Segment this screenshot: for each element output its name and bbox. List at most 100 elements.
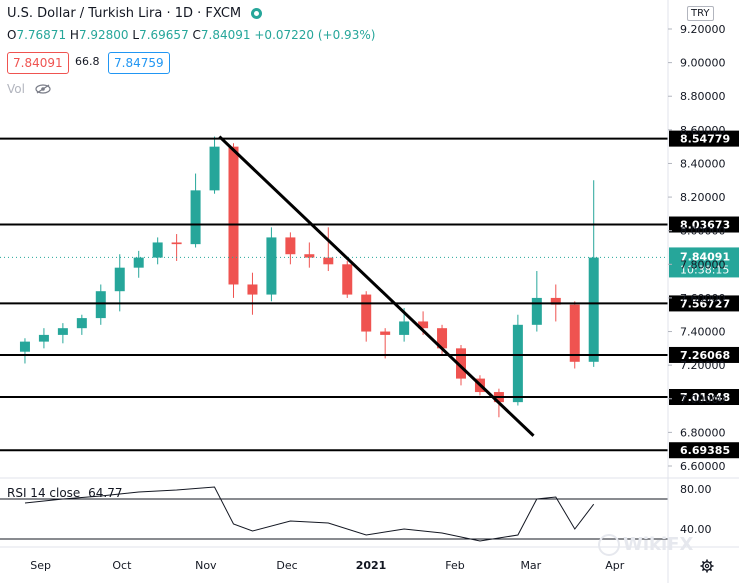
- candle-body: [171, 242, 182, 245]
- candle-body: [531, 297, 542, 325]
- candle-body: [456, 348, 466, 379]
- eye-hidden-icon[interactable]: [35, 83, 51, 97]
- price-tick-label: 8.40000: [680, 157, 726, 170]
- candle-body: [38, 334, 49, 342]
- candle-body: [114, 267, 125, 292]
- interval-label: 1D: [174, 6, 193, 21]
- level-price-label: 6.69385: [680, 444, 730, 457]
- watermark: WikiFX: [598, 534, 693, 556]
- settings-gear-icon[interactable]: [700, 558, 714, 573]
- time-tick-label: 2021: [356, 559, 387, 572]
- level-price-label: 8.03673: [680, 219, 730, 232]
- candle-body: [437, 328, 448, 349]
- candle-body: [19, 341, 30, 352]
- trendline[interactable]: [218, 135, 535, 437]
- candle-body: [95, 291, 106, 319]
- volume-legend[interactable]: Vol: [7, 82, 51, 97]
- price-tick-label: 9.20000: [680, 23, 726, 36]
- candle-body: [209, 146, 220, 191]
- level-price-label: 7.01048: [680, 391, 730, 404]
- time-tick-label: Oct: [112, 559, 132, 572]
- rsi-line: [24, 486, 595, 542]
- price-tick-label: 6.80000: [680, 426, 726, 439]
- watermark-logo-icon: [598, 534, 620, 556]
- current-price-label: 7.84091: [680, 250, 730, 263]
- rsi-legend[interactable]: RSI 14 close 64.77: [7, 486, 123, 500]
- currency-tag[interactable]: TRY: [687, 6, 714, 21]
- candle-body: [361, 294, 372, 332]
- ohlc-readout: O7.76871 H7.92800 L7.69657 C7.84091 +0.0…: [7, 28, 375, 42]
- candle-body: [304, 254, 315, 258]
- level-price-label: 7.26068: [680, 349, 730, 362]
- time-tick-label: Mar: [520, 559, 541, 572]
- rsi-tick-label: 80.00: [680, 483, 712, 496]
- candle-body: [57, 328, 68, 335]
- level-price-tag: [669, 295, 739, 312]
- high-label: H: [69, 28, 79, 42]
- level-price-tag: [669, 346, 739, 363]
- candle-body: [550, 297, 561, 305]
- candle-body: [588, 257, 599, 362]
- time-tick-label: Feb: [445, 559, 464, 572]
- price-tick-label: 7.20000: [680, 359, 726, 372]
- candlestick-series: [19, 136, 599, 418]
- countdown-label: 10:38:15: [680, 263, 729, 276]
- title-separator: ·: [166, 6, 175, 21]
- rsi-tick-label: 40.00: [680, 523, 712, 536]
- volume-label: Vol: [7, 82, 25, 96]
- level-price-label: 8.54779: [680, 133, 730, 146]
- symbol-name: U.S. Dollar / Turkish Lira: [7, 6, 163, 21]
- rsi-value: 64.77: [88, 486, 123, 500]
- candle-body: [190, 190, 201, 245]
- open-label: O: [7, 28, 17, 42]
- level-price-tag: [669, 130, 739, 147]
- close-value: 7.84091: [200, 28, 251, 42]
- market-status-icon: [251, 8, 263, 19]
- source-label: FXCM: [205, 6, 242, 21]
- watermark-text: WikiFX: [623, 534, 694, 555]
- symbol-title[interactable]: U.S. Dollar / Turkish Lira · 1D · FXCM: [7, 6, 263, 21]
- trendline-layer[interactable]: [218, 135, 535, 437]
- high-value: 7.92800: [78, 28, 129, 42]
- candle-body: [152, 242, 163, 258]
- candle-body: [247, 284, 258, 295]
- candle-body: [380, 331, 391, 335]
- buy-price-button[interactable]: 7.84759: [108, 52, 170, 74]
- time-tick-label: Dec: [276, 559, 297, 572]
- price-tick-label: 8.20000: [680, 191, 726, 204]
- price-tick-label: 8.60000: [680, 124, 726, 137]
- price-tick-label: 7.00000: [680, 393, 726, 406]
- current-price-tag: [669, 247, 739, 278]
- candle-body: [285, 237, 296, 255]
- candle-body: [569, 304, 580, 362]
- time-tick-label: Sep: [30, 559, 51, 572]
- open-value: 7.76871: [16, 28, 67, 42]
- time-axis[interactable]: Sep Oct Nov Dec 2021 Feb Mar Apr: [30, 559, 625, 572]
- horizontal-levels[interactable]: 8.54779 8.03673 7.56727 7.26068 7.01048 6.693…: [0, 130, 739, 459]
- sell-price-button[interactable]: 7.84091: [7, 52, 69, 74]
- price-tick-label: 9.00000: [680, 57, 726, 70]
- price-tick-label: 7.60000: [680, 292, 726, 305]
- price-tick-label: 7.80000: [680, 258, 726, 271]
- level-price-tag: [669, 216, 739, 233]
- candle-body: [418, 321, 429, 329]
- price-tick-label: 8.00000: [680, 225, 726, 238]
- level-price-label: 7.56727: [680, 297, 730, 310]
- time-tick-label: Apr: [605, 559, 625, 572]
- low-label: L: [132, 28, 140, 42]
- price-tick-label: 7.40000: [680, 326, 726, 339]
- rsi-pane: 80.00 40.00: [0, 483, 712, 542]
- change-value: +0.07220 (+0.93%): [254, 28, 376, 42]
- candle-body: [266, 237, 277, 295]
- level-price-tag: [669, 389, 739, 406]
- time-tick-label: Nov: [195, 559, 217, 572]
- candle-body: [342, 264, 353, 295]
- rsi-title: RSI 14 close: [7, 486, 81, 500]
- candle-body: [323, 257, 334, 265]
- price-axis[interactable]: 9.20000 9.00000 8.80000 8.60000 8.40000 8.200…: [667, 0, 726, 583]
- candle-body: [228, 146, 239, 285]
- candle-body: [399, 321, 410, 335]
- title-separator: ·: [197, 6, 206, 21]
- candle-body: [133, 257, 144, 268]
